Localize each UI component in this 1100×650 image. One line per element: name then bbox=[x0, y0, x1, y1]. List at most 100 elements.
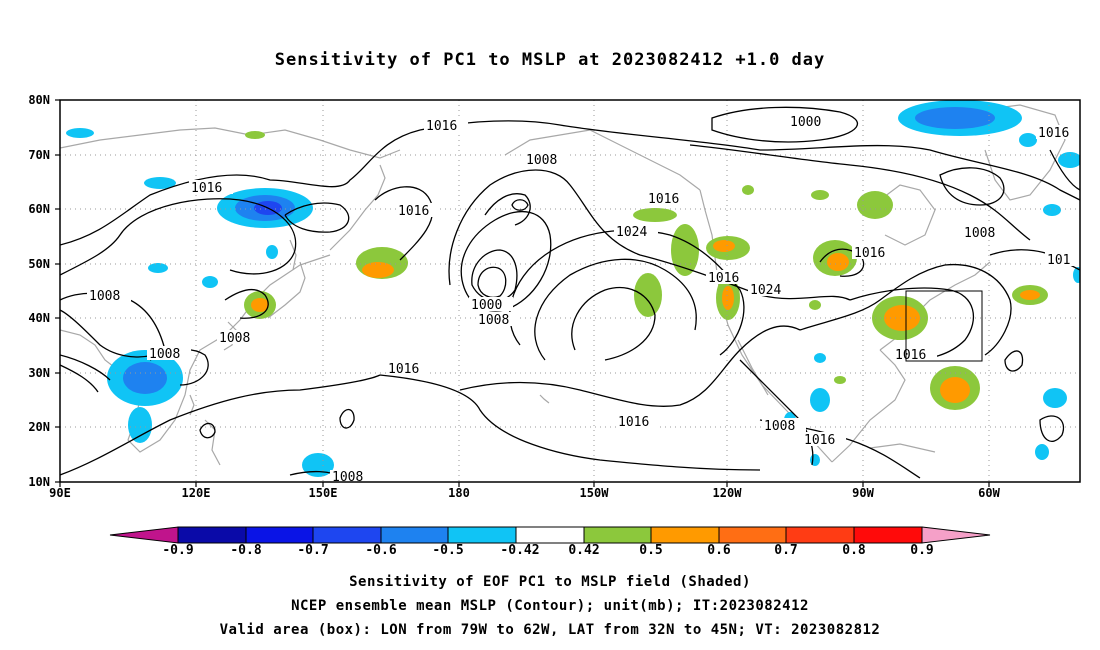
shade-pos-23 bbox=[811, 190, 829, 200]
contour-label: 1016 bbox=[708, 271, 739, 286]
lat-label: 60N bbox=[28, 202, 50, 216]
gridlines bbox=[60, 100, 1080, 482]
contour-line bbox=[339, 408, 355, 429]
contour-line bbox=[60, 120, 1080, 246]
colorbar-tick: -0.6 bbox=[365, 543, 397, 558]
contour-labels: 1016 1016 1016 1008 1008 1008 1008 1000 … bbox=[87, 114, 1080, 485]
colorbar-tick: -0.9 bbox=[162, 543, 194, 558]
caption-line: Sensitivity of EOF PC1 to MSLP field (Sh… bbox=[349, 574, 751, 590]
positive-shading bbox=[244, 131, 1048, 410]
shade-pos-14 bbox=[827, 253, 849, 271]
axis-ticks bbox=[55, 99, 990, 487]
shade-pos-24 bbox=[809, 300, 821, 310]
shade-pos-15 bbox=[857, 191, 893, 219]
shade-pos-4 bbox=[251, 298, 269, 312]
contour-line bbox=[1049, 149, 1080, 191]
contour-label: 1016 bbox=[191, 181, 222, 196]
shade-neg-20 bbox=[1043, 388, 1067, 408]
contour-label: 1008 bbox=[219, 331, 250, 346]
contour-line bbox=[849, 287, 974, 361]
contour-label: 1024 bbox=[750, 283, 781, 298]
caption-line: NCEP ensemble mean MSLP (Contour); unit(… bbox=[291, 598, 809, 614]
shade-pos-21 bbox=[1020, 290, 1040, 300]
coastline-alaska bbox=[504, 129, 701, 191]
coastline-sakhalin bbox=[289, 239, 297, 271]
shade-pos-12 bbox=[722, 286, 734, 310]
coastline-baja bbox=[737, 339, 769, 396]
contour-label: 1000 bbox=[471, 298, 502, 313]
colorbar-tick: -0.8 bbox=[230, 543, 262, 558]
contour-label: 1008 bbox=[332, 470, 363, 485]
shade-neg-6 bbox=[128, 407, 152, 443]
colorbar-bin bbox=[447, 526, 517, 544]
colorbar-bin bbox=[583, 526, 652, 544]
lat-label: 30N bbox=[28, 366, 50, 380]
contour-label: 1008 bbox=[526, 153, 557, 168]
negative-shading bbox=[66, 100, 1080, 477]
coastline-philippines bbox=[204, 419, 221, 466]
colorbar-bin bbox=[177, 526, 247, 544]
contour-line bbox=[60, 198, 297, 276]
colorbar-tick: 0.5 bbox=[639, 543, 663, 558]
colorbar-tick: -0.7 bbox=[297, 543, 329, 558]
lon-label: 150E bbox=[308, 486, 338, 500]
shade-neg-9 bbox=[302, 453, 334, 477]
contour-line bbox=[484, 193, 531, 226]
contour-label: 1016 bbox=[854, 246, 885, 261]
contour-line bbox=[374, 186, 434, 261]
shade-neg-21 bbox=[1035, 444, 1049, 460]
shade-neg-24 bbox=[1073, 267, 1080, 283]
contour-line bbox=[477, 266, 507, 299]
lon-label: 90E bbox=[49, 486, 71, 500]
contour-line bbox=[60, 374, 381, 476]
valid-area-box bbox=[905, 290, 983, 362]
contour-line bbox=[711, 106, 859, 143]
shade-pos-5 bbox=[245, 131, 265, 139]
contour-line bbox=[939, 167, 1005, 206]
shade-neg-17 bbox=[1019, 133, 1037, 147]
colorbar-above-triangle bbox=[921, 526, 991, 544]
colorbar bbox=[109, 526, 991, 544]
lon-label: 120E bbox=[181, 486, 211, 500]
colorbar-tick: -0.42 bbox=[500, 543, 540, 558]
coastline-hudson bbox=[879, 184, 936, 246]
shade-neg-14 bbox=[915, 107, 995, 129]
colorbar-bin bbox=[718, 526, 787, 544]
contour-line bbox=[509, 229, 745, 356]
lat-label: 40N bbox=[28, 311, 50, 325]
coastline-kamchatka bbox=[329, 164, 386, 251]
shade-pos-2 bbox=[362, 262, 394, 278]
caption-line: Valid area (box): LON from 79W to 62W, L… bbox=[219, 622, 881, 638]
colorbar-tick: 0.8 bbox=[842, 543, 866, 558]
contour-line bbox=[534, 258, 697, 361]
coastline-hawaii bbox=[539, 394, 550, 404]
lat-label: 70N bbox=[28, 148, 50, 162]
coastline-gulf bbox=[831, 349, 906, 463]
contour-line bbox=[511, 199, 529, 211]
contour-label: 1016 bbox=[648, 192, 679, 207]
colorbar-tick: 0.7 bbox=[774, 543, 798, 558]
lon-label: 60W bbox=[978, 486, 1000, 500]
shade-pos-22 bbox=[742, 185, 754, 195]
contour-label: 1016 bbox=[388, 362, 419, 377]
lon-label: 90W bbox=[852, 486, 874, 500]
contour-line bbox=[799, 263, 1012, 356]
coastline-japan bbox=[267, 261, 306, 319]
contour-label: 1016 bbox=[426, 119, 457, 134]
contour-label: 1016 bbox=[804, 433, 835, 448]
contour-label: 1008 bbox=[149, 347, 180, 362]
shade-pos-17 bbox=[884, 305, 920, 331]
colorbar-bin bbox=[785, 526, 855, 544]
shade-neg-22 bbox=[814, 353, 826, 363]
contour-line bbox=[1004, 350, 1024, 372]
contour-label: 1016 bbox=[895, 348, 926, 363]
contour-line bbox=[199, 422, 216, 439]
lat-label: 50N bbox=[28, 257, 50, 271]
contour-label: 1016 bbox=[1038, 126, 1069, 141]
contour-line bbox=[224, 288, 269, 319]
lat-label: 80N bbox=[28, 93, 50, 107]
contour-label: 1024 bbox=[616, 225, 647, 240]
shade-pos-10 bbox=[713, 240, 735, 252]
contour-line bbox=[1039, 415, 1065, 442]
